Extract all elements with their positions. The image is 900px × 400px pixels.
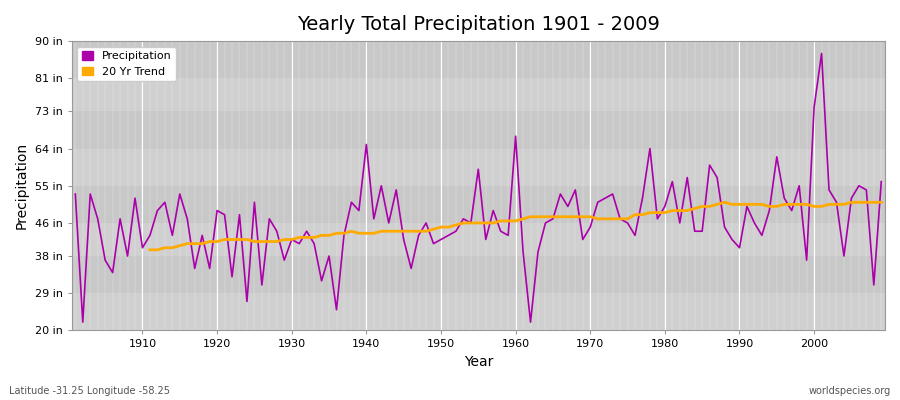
Bar <box>72 256 885 293</box>
Bar <box>72 148 885 186</box>
Bar <box>72 78 885 111</box>
Bar <box>72 41 885 78</box>
Bar <box>72 186 885 223</box>
Text: Latitude -31.25 Longitude -58.25: Latitude -31.25 Longitude -58.25 <box>9 386 170 396</box>
Text: worldspecies.org: worldspecies.org <box>809 386 891 396</box>
Bar <box>72 223 885 256</box>
Y-axis label: Precipitation: Precipitation <box>15 142 29 229</box>
X-axis label: Year: Year <box>464 355 493 369</box>
Title: Yearly Total Precipitation 1901 - 2009: Yearly Total Precipitation 1901 - 2009 <box>297 15 660 34</box>
Bar <box>72 111 885 148</box>
Bar <box>72 293 885 330</box>
Legend: Precipitation, 20 Yr Trend: Precipitation, 20 Yr Trend <box>77 47 176 81</box>
